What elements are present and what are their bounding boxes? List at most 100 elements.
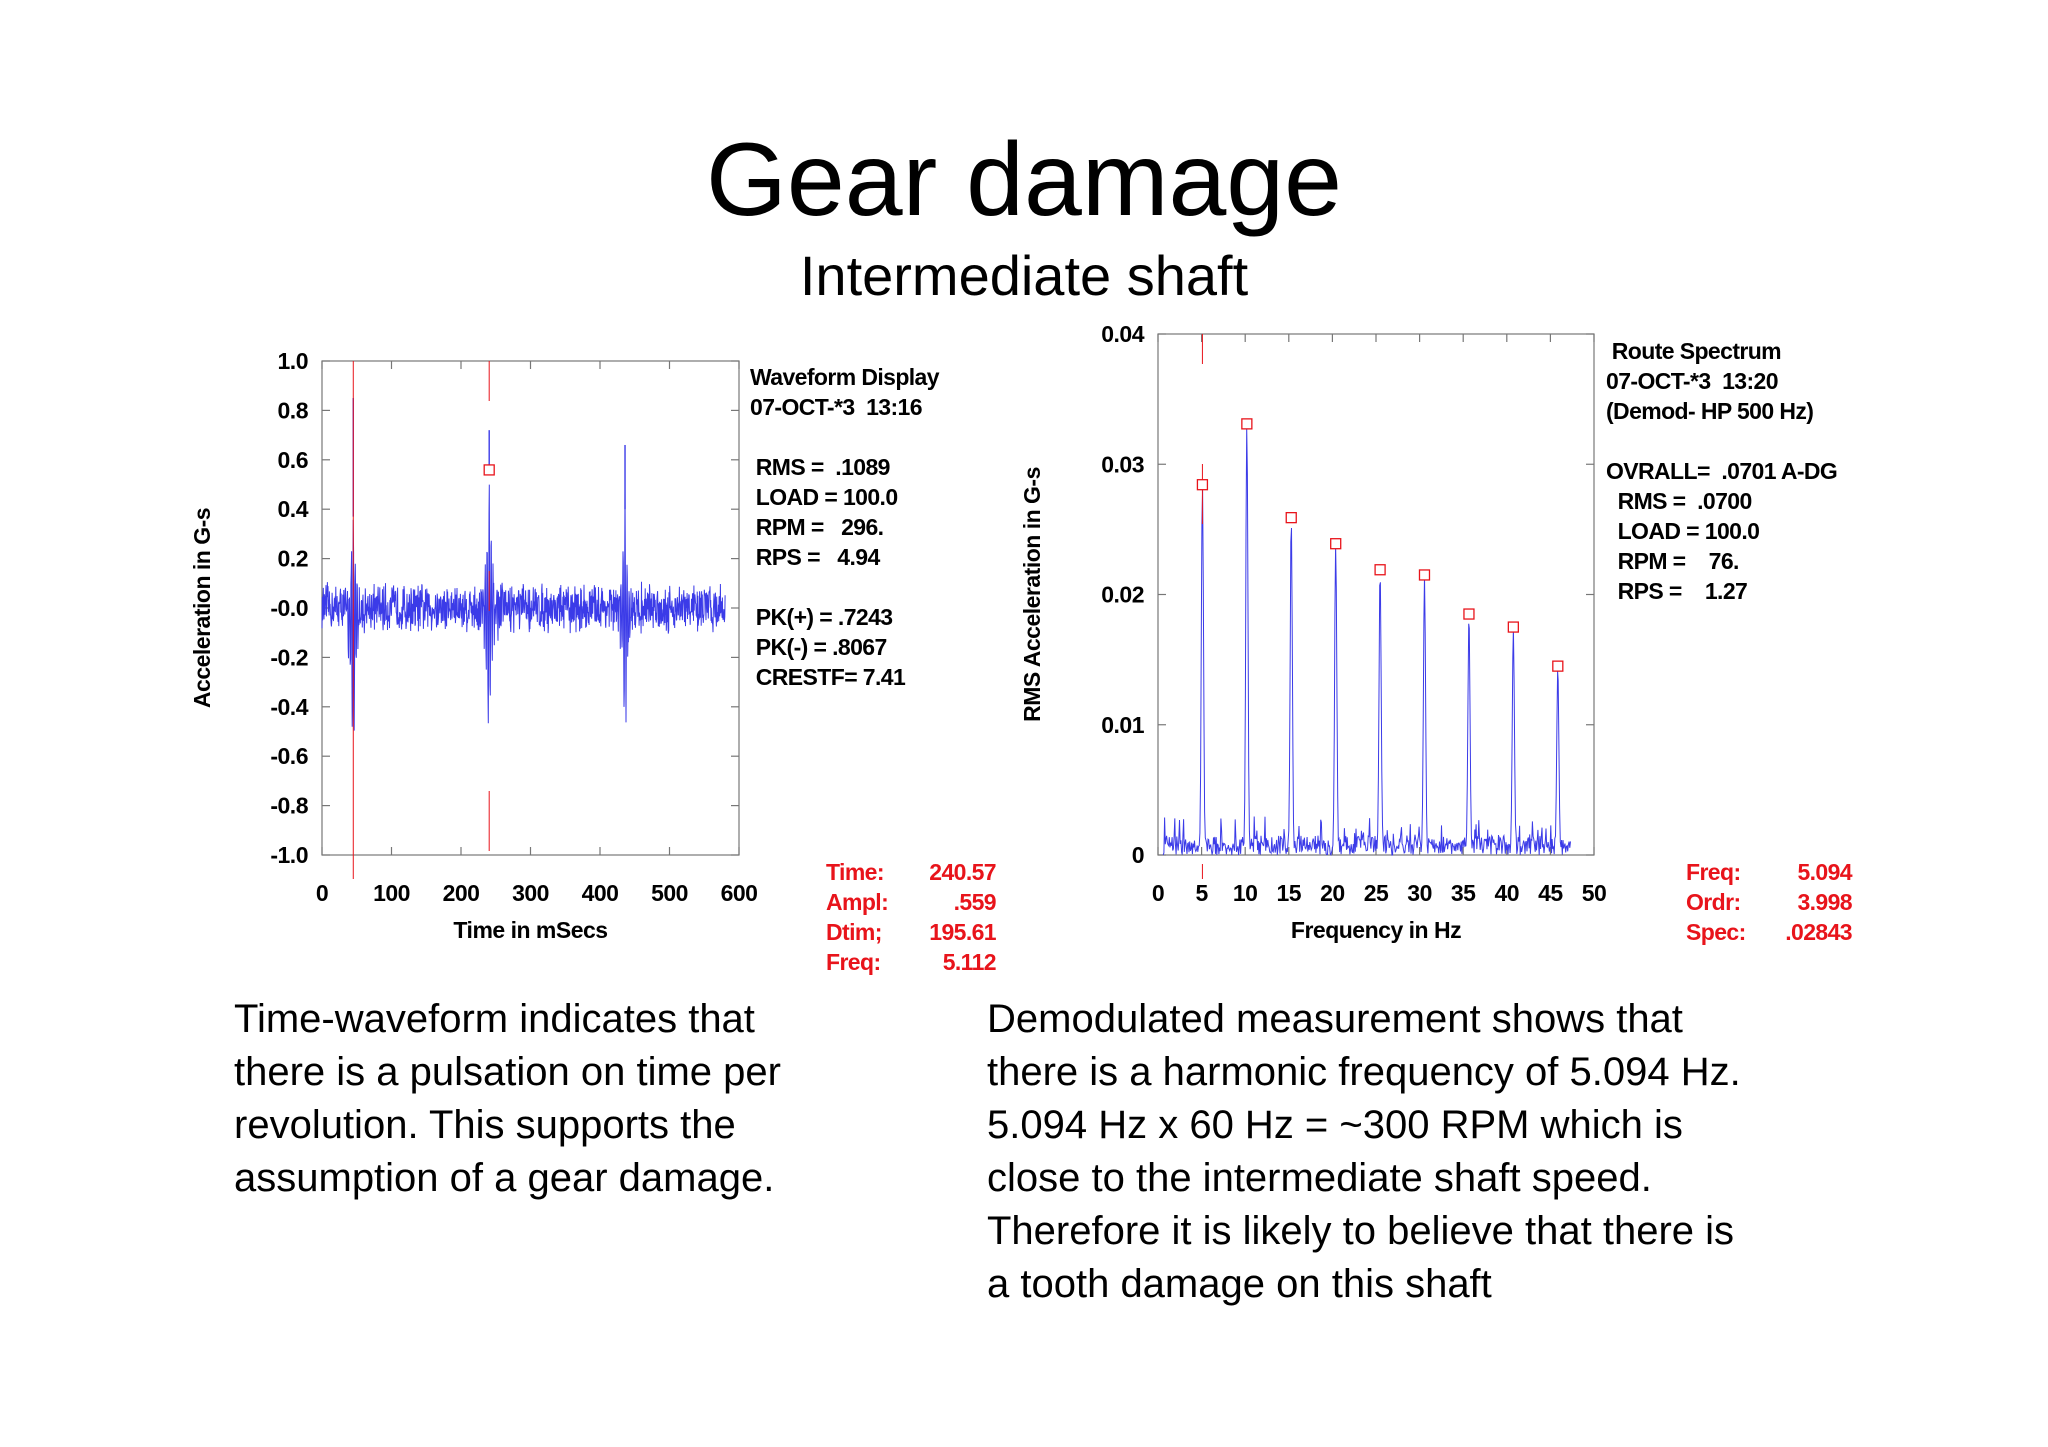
paragraph-line: a tooth damage on this shaft (987, 1262, 1492, 1306)
cursor-row: Ampl: .559 (826, 887, 997, 917)
harmonic-marker (1285, 512, 1297, 524)
y-tick-label: -0.4 (270, 694, 308, 720)
cursor-value: .02843 (1785, 919, 1852, 945)
slide-subtitle: Intermediate shaft (799, 244, 1249, 307)
y-tick-label: 0.02 (1101, 582, 1144, 608)
cursor-value: 5.112 (942, 949, 997, 975)
y-tick-label: -0.8 (270, 793, 308, 819)
plot-frame (1157, 333, 1595, 856)
paragraph-line: Demodulated measurement shows that (987, 997, 1683, 1041)
x-tick-label: 600 (721, 880, 758, 906)
info-line: RPM = 296. (750, 514, 884, 540)
x-tick-label: 25 (1364, 880, 1389, 906)
y-axis-title: RMS Acceleration in G-s (1019, 467, 1045, 722)
info-line: 07-OCT-*3 13:16 (750, 394, 923, 420)
y-tick-label: 0.6 (278, 447, 308, 473)
spectrum-cursor-readout: Freq: 5.094 Ordr: 3.998 Spec: .02843 (1686, 857, 1853, 947)
y-tick-label: 0.2 (278, 546, 308, 572)
waveform-cursor-readout: Time: 240.57 Ampl: .559 Dtim; 195.61 Freq: 5.11… (826, 857, 997, 977)
x-tick-label: 15 (1277, 880, 1302, 906)
cursor-key: Freq: (1686, 859, 1741, 885)
harmonic-marker (1463, 608, 1475, 620)
x-tick-label: 30 (1407, 880, 1432, 906)
cursor-row: Spec: .02843 (1686, 917, 1853, 947)
harmonic-marker (1418, 569, 1431, 581)
harmonic-marker (1241, 418, 1253, 430)
harmonic-marker (1552, 660, 1564, 672)
cursor-value: 5.094 (1797, 859, 1852, 885)
info-line (1606, 426, 1837, 456)
info-line: OVRALL= .0701 A-DG (1606, 458, 1838, 484)
y-tick-label: 1.0 (278, 348, 308, 374)
waveform-explanation: Time-waveform indicates that there is a p… (234, 993, 781, 1205)
cursor-row: Dtim; 195.61 (826, 917, 997, 947)
info-line: RPM = 76. (1606, 548, 1740, 574)
paragraph-line: 5.094 Hz x 60 Hz = ~300 RPM which is (987, 1103, 1683, 1147)
info-line: 07-OCT-*3 13:20 (1606, 368, 1779, 394)
info-line: CRESTF= 7.41 (750, 664, 906, 690)
info-line (750, 572, 939, 602)
paragraph-line: there is a harmonic frequency of 5.094 H… (987, 1050, 1741, 1094)
cursor-value: .559 (953, 889, 997, 915)
y-tick-label: 0.8 (278, 397, 309, 423)
cursor-row: Freq: 5.112 (826, 947, 997, 977)
cursor-row: Ordr: 3.998 (1686, 887, 1853, 917)
spectrum-explanation: Demodulated measurement shows that there … (987, 993, 1741, 1311)
cursor-key: Spec: (1686, 919, 1746, 945)
info-line: RPS = 1.27 (1606, 578, 1748, 604)
slide-title: Gear damage (706, 122, 1342, 238)
x-tick-label: 500 (651, 880, 688, 906)
info-line: Route Spectrum (1606, 338, 1782, 364)
x-tick-label: 40 (1495, 880, 1520, 906)
x-tick-label: 5 (1195, 880, 1208, 906)
info-line: Waveform Display (750, 364, 940, 390)
y-tick-label: -0.6 (270, 743, 308, 769)
cursor-value: 195.61 (929, 919, 996, 945)
y-tick-label: -1.0 (270, 842, 308, 868)
info-line: RMS = .1089 (750, 454, 891, 480)
cursor-key: Ampl: (826, 889, 889, 915)
y-tick-label: 0.04 (1101, 321, 1144, 347)
cursor-key: Time: (826, 859, 885, 885)
y-tick-label: 0.01 (1101, 712, 1144, 738)
cursor-key: Freq: (826, 949, 881, 975)
harmonic-marker (1507, 621, 1519, 633)
paragraph-line: Time-waveform indicates that (234, 997, 755, 1041)
paragraph-line: there is a pulsation on time per (234, 1050, 781, 1094)
x-tick-label: 45 (1538, 880, 1563, 906)
y-tick-label: 0.4 (278, 496, 309, 522)
y-tick-label: -0.0 (270, 595, 308, 621)
peak-marker (483, 464, 495, 476)
paragraph-line: close to the intermediate shaft speed. (987, 1156, 1652, 1200)
harmonic-marker (1196, 479, 1209, 491)
x-tick-label: 0 (1152, 880, 1164, 906)
cursor-value: 240.57 (929, 859, 996, 885)
info-line (750, 422, 939, 452)
cursor-key: Dtim; (826, 919, 882, 945)
y-axis-title: Acceleration in G-s (189, 508, 215, 708)
x-tick-label: 50 (1582, 880, 1607, 906)
spectrum-trace (1162, 427, 1571, 857)
cursor-key: Ordr: (1686, 889, 1741, 915)
waveform-info-panel: Waveform Display 07-OCT-*3 13:16 RMS = .1… (750, 362, 940, 692)
paragraph-line: assumption of a gear damage. (234, 1156, 775, 1200)
info-line: RMS = .0700 (1606, 488, 1753, 514)
info-line: PK(+) = .7243 (750, 604, 893, 630)
x-tick-label: 100 (373, 880, 410, 906)
x-tick-label: 10 (1233, 880, 1258, 906)
spectrum-info-panel: Route Spectrum 07-OCT-*3 13:20 (Demod- HP … (1606, 336, 1838, 606)
y-tick-label: -0.2 (270, 644, 308, 670)
cursor-value: 3.998 (1797, 889, 1852, 915)
cursor-row: Freq: 5.094 (1686, 857, 1853, 887)
info-line: RPS = 4.94 (750, 544, 880, 570)
waveform-trace (321, 484, 726, 731)
cursor-row: Time: 240.57 (826, 857, 997, 887)
harmonic-marker (1330, 538, 1342, 550)
x-tick-label: 200 (443, 880, 480, 906)
x-tick-label: 400 (582, 880, 619, 906)
x-tick-label: 300 (512, 880, 549, 906)
info-line: (Demod- HP 500 Hz) (1606, 398, 1814, 424)
info-line: LOAD = 100.0 (1606, 518, 1760, 544)
